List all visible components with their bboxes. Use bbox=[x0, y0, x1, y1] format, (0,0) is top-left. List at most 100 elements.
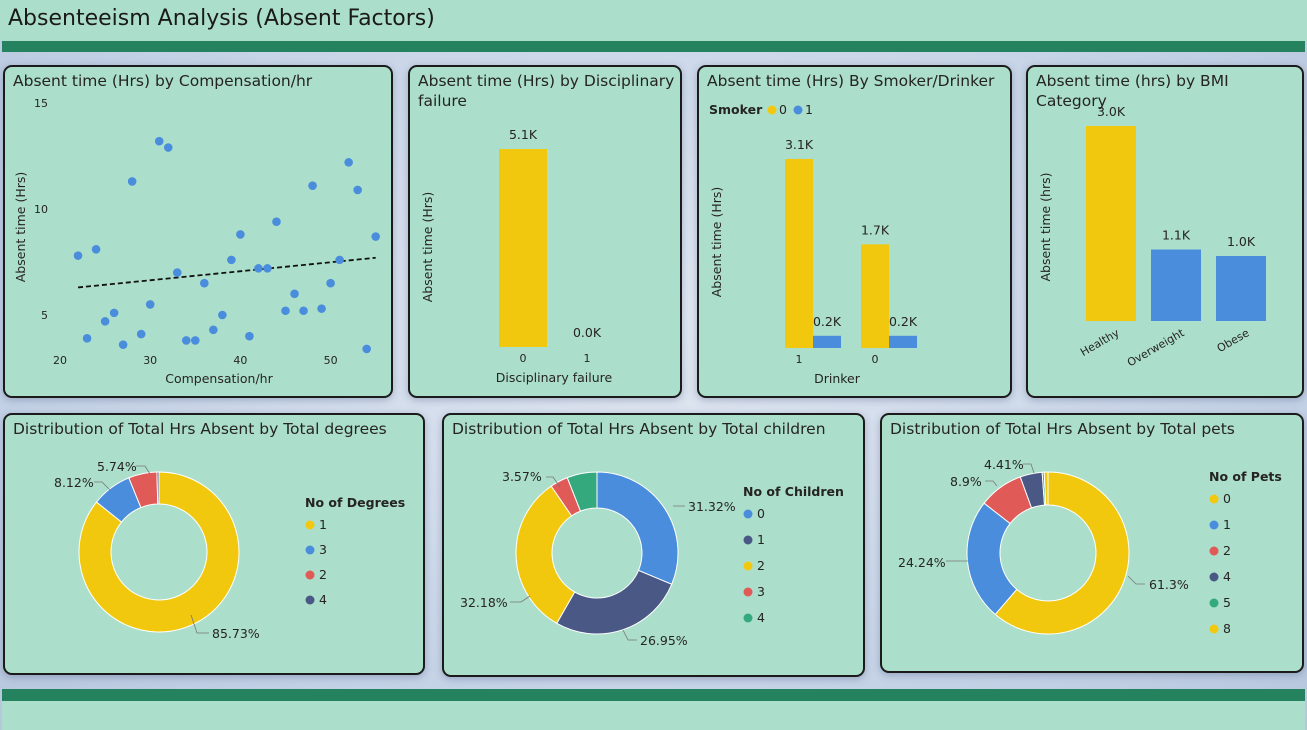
bar-data-label: 3.0K bbox=[1097, 104, 1126, 119]
x-tick-label: 0 bbox=[520, 352, 527, 365]
x-tick-label: 0 bbox=[872, 353, 879, 366]
legend-label: 4 bbox=[757, 610, 765, 625]
pets-slice-0 bbox=[994, 471, 1130, 635]
x-axis-title: Disciplinary failure bbox=[496, 370, 613, 385]
pct-data-label: 4.41% bbox=[984, 457, 1024, 472]
bmi-title: Absent time (hrs) by BMI Category bbox=[1036, 72, 1229, 110]
pets-slice-8 bbox=[1043, 471, 1049, 506]
bar-bmi-obese bbox=[1216, 256, 1266, 321]
scatter-point bbox=[181, 336, 191, 345]
pct-data-label: 61.3% bbox=[1149, 577, 1189, 592]
smoker-chart[interactable]: Smoker 0 13.1K0.2K11.7K0.2K0DrinkerAbsent … bbox=[699, 67, 1010, 396]
legend-dot-1 bbox=[305, 520, 315, 530]
scatter-point bbox=[136, 329, 146, 339]
y-tick-label: 10 bbox=[34, 203, 48, 216]
scatter-point bbox=[191, 336, 200, 345]
scatter-point bbox=[371, 232, 381, 241]
legend-label: 5 bbox=[1223, 595, 1231, 610]
scatter-point bbox=[272, 217, 281, 227]
legend-dot-0 bbox=[1209, 494, 1219, 504]
leader-line bbox=[1127, 575, 1145, 585]
legend-label: 4 bbox=[1223, 569, 1231, 584]
footer-band bbox=[2, 701, 1305, 730]
scatter-point bbox=[145, 300, 155, 309]
scatter-point bbox=[127, 177, 137, 186]
pct-data-label: 32.18% bbox=[460, 595, 508, 610]
legend-label: 1 bbox=[319, 517, 327, 532]
legend-label: 3 bbox=[319, 542, 327, 557]
disciplinary-chart[interactable]: 5.1K 0 0.0K 1 Disciplinary failure Absent tim… bbox=[410, 67, 680, 396]
scatter-point bbox=[326, 278, 335, 288]
legend-label: 0 bbox=[1223, 491, 1231, 506]
pct-data-label: 85.73% bbox=[212, 626, 260, 641]
bar-bmi-overweight bbox=[1151, 249, 1201, 321]
leader-line bbox=[136, 465, 151, 475]
legend-label: 1 bbox=[1223, 517, 1231, 532]
bar-data-label: 1.1K bbox=[1162, 228, 1191, 243]
pets-card[interactable]: Distribution of Total Hrs Absent by Tota… bbox=[880, 413, 1304, 673]
x-tick-label: Overweight bbox=[1125, 326, 1187, 369]
degrees-slice-1 bbox=[78, 471, 240, 633]
legend-dot-5 bbox=[1209, 598, 1219, 608]
smoker-card[interactable]: Absent time (Hrs) By Smoker/Drinker Smok… bbox=[697, 65, 1012, 398]
legend-dot-2 bbox=[743, 561, 753, 571]
smoker-title: Absent time (Hrs) By Smoker/Drinker bbox=[707, 72, 995, 90]
pct-data-label: 3.57% bbox=[502, 469, 542, 484]
scatter-point bbox=[73, 251, 83, 260]
scatter-point bbox=[254, 264, 263, 273]
legend-dot-2 bbox=[305, 570, 315, 580]
x-tick-label: 50 bbox=[324, 354, 338, 367]
legend-dot-2 bbox=[1209, 546, 1219, 556]
scatter-point bbox=[281, 306, 290, 316]
children-card[interactable]: Distribution of Total Hrs Absent by Tota… bbox=[442, 413, 865, 677]
disciplinary-card[interactable]: Absent time (Hrs) by Disciplinary failur… bbox=[408, 65, 682, 398]
legend-dot-4 bbox=[1209, 572, 1219, 582]
pct-data-label: 26.95% bbox=[640, 633, 688, 648]
pets-donut-chart[interactable]: No of Pets 0 1 2 4 5 8 61.3% 24.24% 8.9%4.41% bbox=[882, 415, 1302, 671]
legend-title: No of Pets bbox=[1209, 469, 1282, 484]
leader-line bbox=[622, 629, 637, 641]
scatter-point bbox=[263, 264, 272, 273]
bmi-card[interactable]: Absent time (hrs) by BMI Category 3.0K He… bbox=[1026, 65, 1304, 398]
scatter-point bbox=[82, 334, 92, 343]
scatter-point bbox=[172, 268, 182, 277]
y-axis-title: Absent time (hrs) bbox=[1038, 172, 1053, 281]
legend-dot-1 bbox=[743, 535, 753, 545]
legend-label: 2 bbox=[1223, 543, 1231, 558]
legend-dot-1 bbox=[793, 105, 803, 115]
degrees-card[interactable]: Distribution of Total Hrs Absent by Tota… bbox=[3, 413, 425, 675]
y-axis-title: Absent time (Hrs) bbox=[13, 172, 28, 283]
bar-disciplinary-0 bbox=[499, 149, 547, 347]
trend-line bbox=[77, 256, 376, 289]
leader-line bbox=[1023, 463, 1035, 474]
pct-data-label: 24.24% bbox=[898, 555, 946, 570]
page-title: Absenteeism Analysis (Absent Factors) bbox=[8, 6, 435, 31]
x-tick-label: 40 bbox=[233, 354, 247, 367]
children-donut-chart[interactable]: No of Children 0 1 2 3 4 31.32% 26.95% 32.18% 3.5… bbox=[444, 415, 863, 675]
x-tick-label: 30 bbox=[143, 354, 157, 367]
bmi-chart[interactable]: 3.0KHealthy1.1KOverweight1.0KObeseAbsent… bbox=[1028, 67, 1302, 396]
legend-dot-4 bbox=[743, 613, 753, 623]
scatter-point bbox=[109, 308, 119, 318]
degrees-title: Distribution of Total Hrs Absent by Tota… bbox=[13, 420, 387, 438]
legend-label: 4 bbox=[319, 592, 327, 607]
scatter-point bbox=[200, 278, 209, 288]
leader-line bbox=[546, 476, 561, 488]
legend-label: 0 bbox=[779, 102, 787, 117]
pct-data-label: 8.12% bbox=[54, 475, 94, 490]
scatter-point bbox=[100, 317, 110, 326]
leader-line bbox=[985, 480, 998, 487]
x-tick-label: 1 bbox=[584, 352, 591, 365]
scatter-point bbox=[245, 331, 254, 341]
scatter-point bbox=[344, 158, 353, 167]
degrees-donut-chart[interactable]: No of Degrees 1 3 2 4 85.73% 8.12%5.74% bbox=[5, 415, 423, 673]
x-tick-label: Obese bbox=[1215, 326, 1252, 355]
scatter-title: Absent time (Hrs) by Compensation/hr bbox=[13, 72, 313, 90]
scatter-card[interactable]: Absent time (Hrs) by Compensation/hr 20 3… bbox=[3, 65, 393, 398]
legend-dot-3 bbox=[743, 587, 753, 597]
y-axis-title: Absent time (Hrs) bbox=[420, 192, 435, 303]
legend-dot-0 bbox=[743, 509, 753, 519]
children-slice-2 bbox=[515, 485, 576, 624]
scatter-point bbox=[154, 136, 164, 146]
